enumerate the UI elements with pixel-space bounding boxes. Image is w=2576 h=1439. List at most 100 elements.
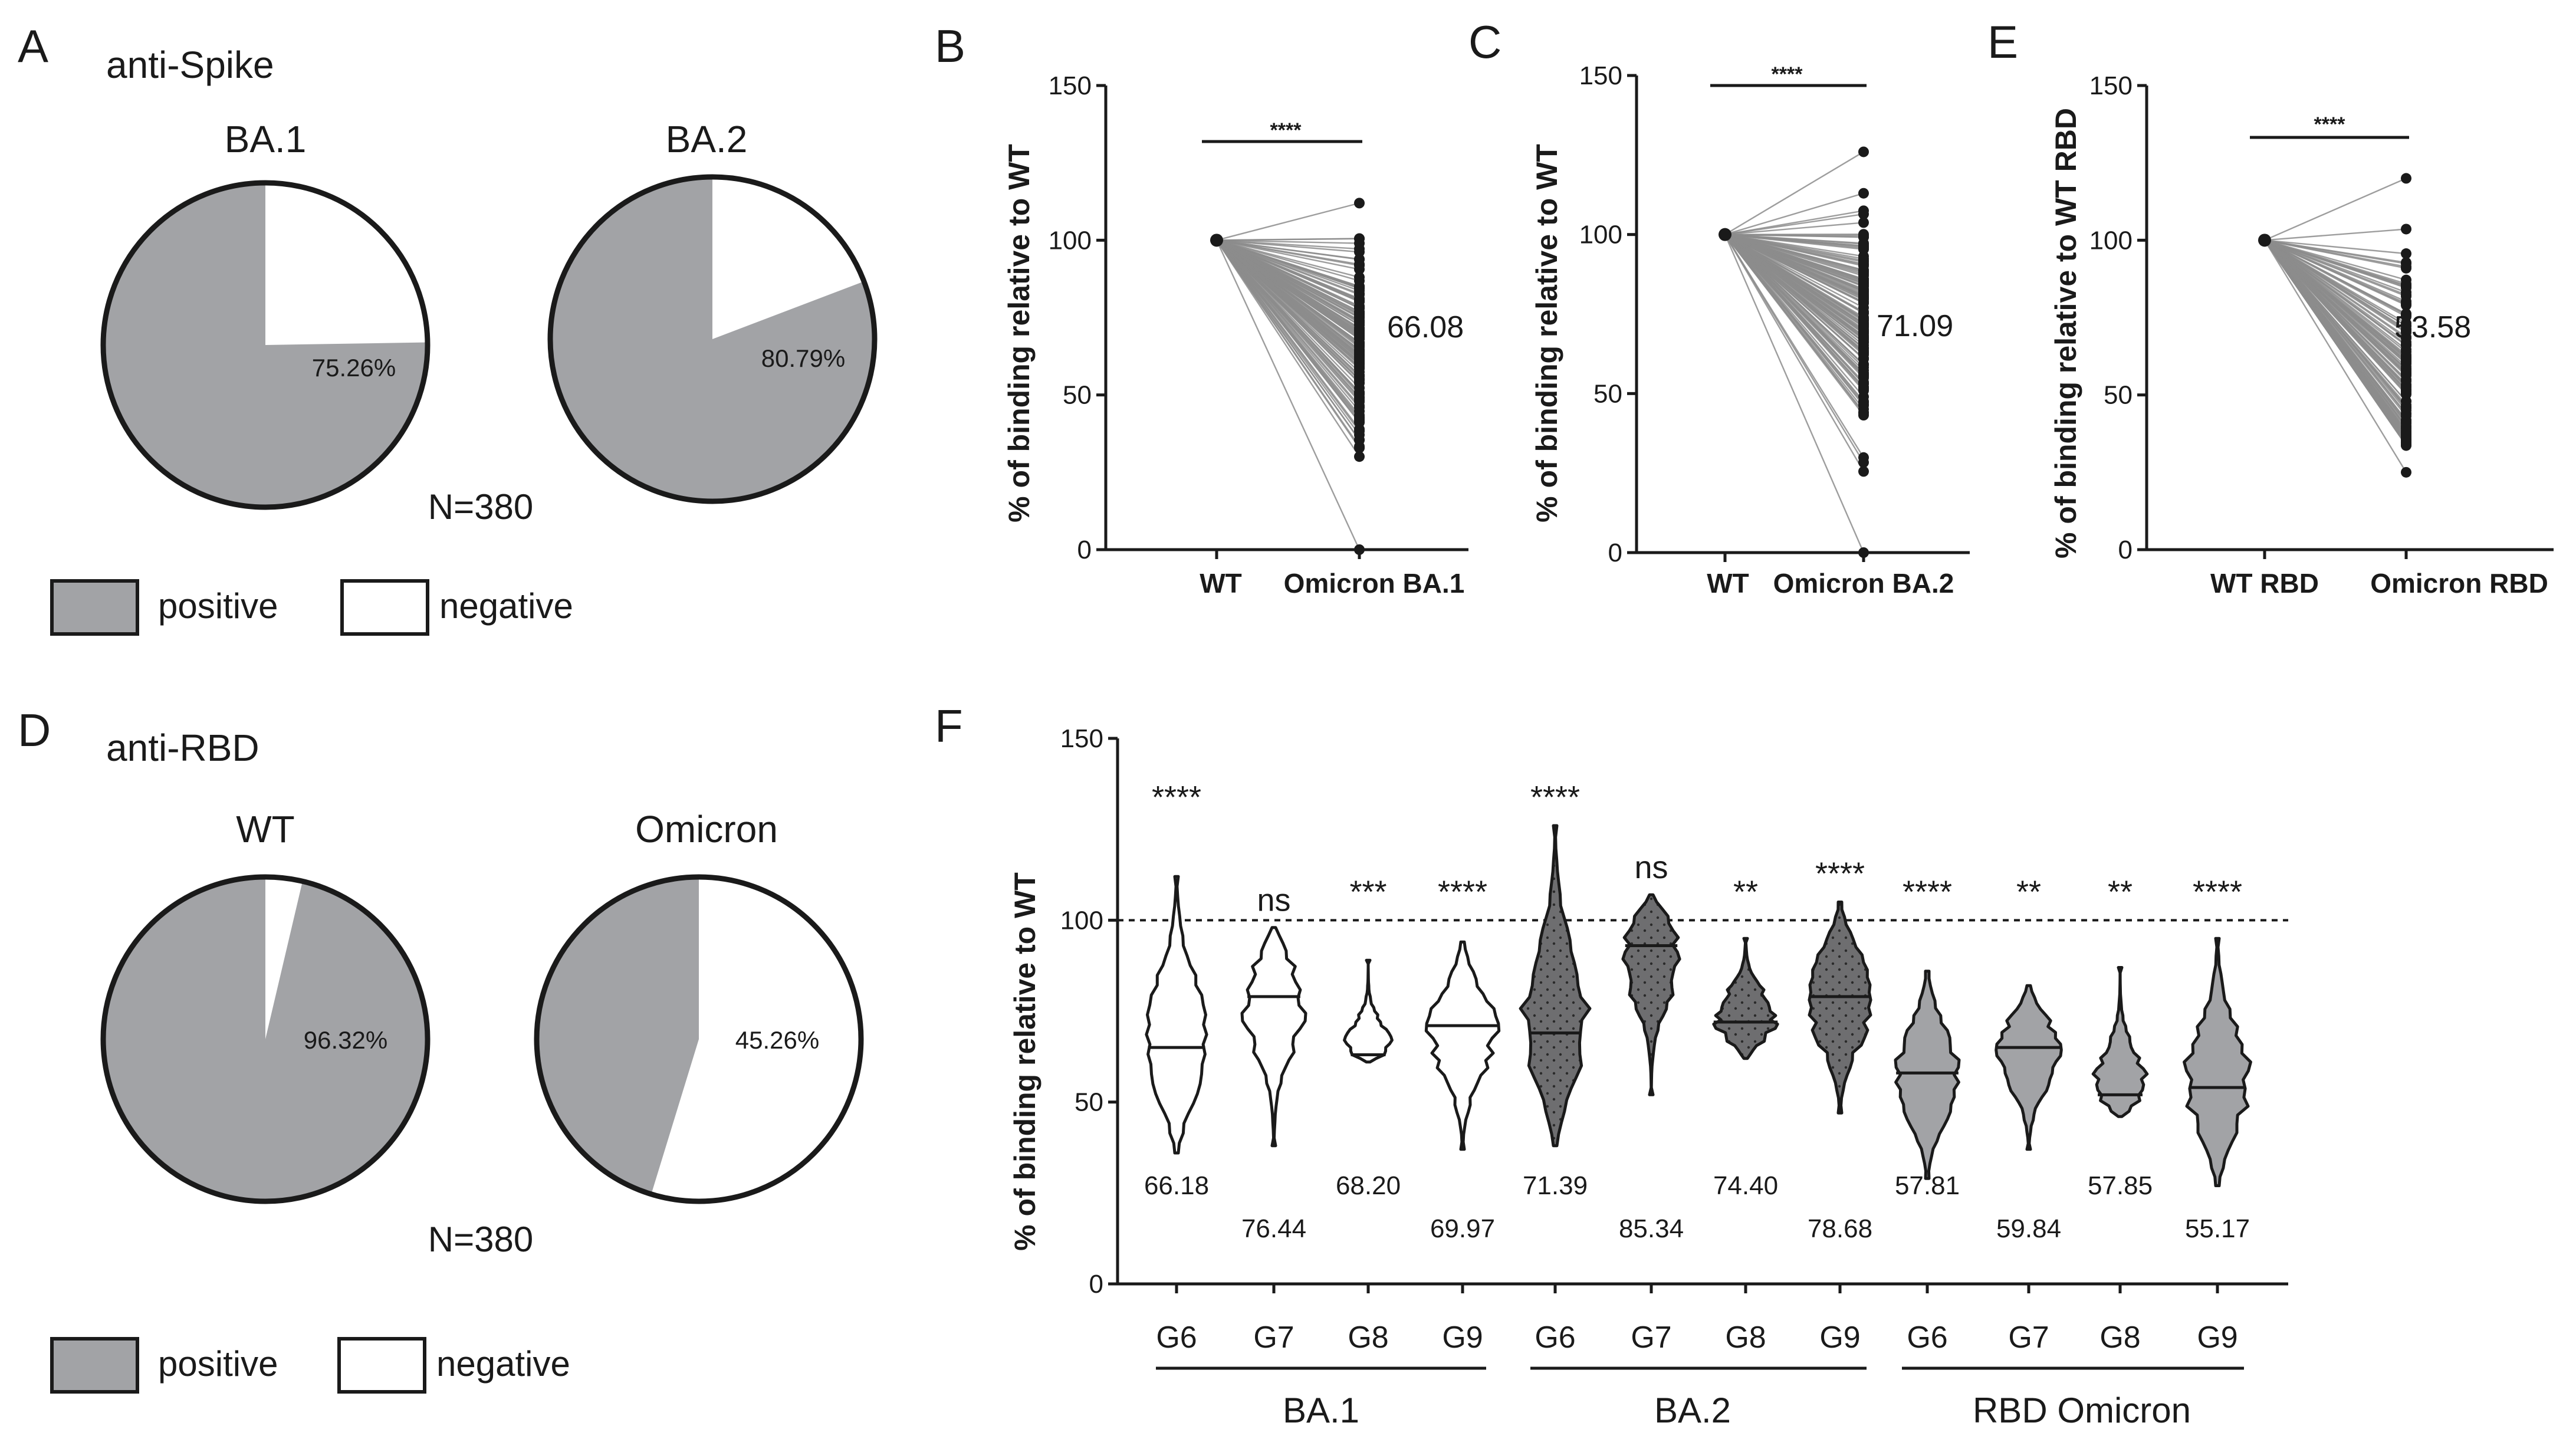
panel-b-pair-line: [1216, 239, 1360, 419]
pie-ba1-outline: [100, 180, 431, 510]
panel-c-x-category-wt: WT: [1707, 568, 1749, 599]
violin-mean-label: 57.81: [1895, 1171, 1960, 1200]
panel-c-omicron-point: [1858, 302, 1869, 313]
panel-e-y-tick-label: 150: [2089, 71, 2133, 100]
panel-c-pair-line: [1724, 192, 1864, 235]
violin-ba-2-g8: [1712, 937, 1779, 1060]
panel-e-y-tick-label: 0: [2118, 535, 2133, 564]
panel-c-omicron-point: [1858, 188, 1869, 199]
violin-rbd-omicron-g9: [2183, 937, 2252, 1187]
panel-e-pair-line: [2264, 239, 2407, 353]
panel-b-y-tick-label: 50: [1063, 381, 1092, 410]
panel-e-pair-line: [2264, 239, 2407, 303]
panel-c-wt-point: [1719, 228, 1731, 241]
violin-significance: ns: [1634, 850, 1668, 885]
panel-f-x-tick-label: G7: [2008, 1320, 2049, 1355]
panel-e-pair-line: [2264, 239, 2407, 409]
panel-e-y-axis-label: % of binding relative to WT RBD: [2049, 108, 2082, 558]
panel-f-x-tick-label: G7: [1631, 1320, 1671, 1355]
violin-significance: ***: [1349, 874, 1386, 909]
panel-b-omicron-point: [1354, 544, 1365, 555]
panel-e-pair-line: [2264, 239, 2407, 295]
panel-d-n-label: N=380: [428, 1220, 533, 1259]
legend-a-positive-label: positive: [158, 586, 278, 626]
pie-ba2-positive-slice: [550, 177, 875, 501]
pie-omicron-outline: [534, 874, 864, 1204]
pie-wt-positive-slice: [103, 877, 428, 1201]
panel-e-omicron-point: [2401, 224, 2411, 235]
panel-f-x-tick-label: G7: [1253, 1320, 1294, 1355]
violin-rbd-omicron-g6: [1894, 970, 1961, 1180]
panel-b-pair-line: [1216, 239, 1360, 389]
panel-b-pair-line: [1216, 239, 1360, 370]
violin-significance: ****: [1815, 856, 1865, 892]
panel-e-pair-line: [2264, 239, 2407, 364]
panel-e-pair-line: [2264, 239, 2407, 443]
panel-c-pair-line: [1724, 234, 1864, 385]
panel-e-pair-line: [2264, 239, 2407, 287]
panel-b-omicron-point: [1354, 434, 1365, 445]
panel-c-y-axis-label: % of binding relative to WT: [1530, 144, 1563, 523]
violin-mean-label: 55.17: [2185, 1214, 2250, 1243]
violin-significance: ****: [1438, 874, 1487, 909]
panel-b-x-category-wt: WT: [1200, 568, 1242, 599]
panel-b-pair-line: [1216, 239, 1360, 377]
panel-c-pair-line: [1724, 234, 1864, 352]
panel-b-pair-line: [1215, 239, 1361, 550]
pie-omicron-positive-slice: [536, 876, 699, 1194]
legend-d-positive-swatch: [50, 1337, 139, 1394]
panel-c-omicron-point: [1858, 397, 1869, 408]
panel-a-letter: A: [18, 20, 48, 72]
panel-b-significance: ****: [1270, 119, 1302, 142]
panel-b-pair-line: [1216, 239, 1360, 323]
pie-ba2-percent: 80.79%: [761, 344, 845, 372]
violin-ba-1-g7: [1240, 926, 1307, 1148]
panel-c-letter: C: [1468, 16, 1501, 68]
panel-e-plot: 0 50 100 150: [2089, 71, 2554, 564]
violin-rbd-omicron-g7: [1995, 984, 2063, 1151]
panel-b-y-tick-label: 100: [1049, 226, 1092, 255]
pie-ba2-title: BA.2: [666, 118, 748, 160]
panel-b-pair-line: [1216, 239, 1360, 308]
violin-significance: **: [2108, 874, 2133, 909]
panel-c-omicron-point: [1858, 362, 1869, 373]
panel-c-pair-line: [1724, 234, 1864, 318]
panel-a: A anti-Spike BA.1 BA.2 75.26% 80.79% N=3…: [18, 20, 878, 636]
panel-c-omicron-point: [1858, 230, 1869, 241]
panel-c-pair-line: [1724, 234, 1864, 339]
panel-e-pair-line: [2264, 239, 2407, 281]
panel-f-plot: 050100150****66.18G6ns76.44G7***68.20G8*…: [1060, 724, 2288, 1370]
panel-b-pair-line: [1216, 239, 1360, 395]
panel-c-pair-line: [1724, 234, 1865, 553]
panel-f-x-tick-label: G6: [1535, 1320, 1575, 1355]
panel-f-x-tick-label: G9: [1819, 1320, 1860, 1355]
panel-c-y-tick-label: 150: [1579, 61, 1622, 90]
panel-c-omicron-point: [1858, 332, 1869, 343]
panel-e-omicron-point: [2401, 466, 2411, 478]
panel-c-pair-line: [1724, 234, 1864, 274]
legend-d-negative-swatch: [337, 1337, 426, 1394]
pie-wt: [100, 874, 431, 1204]
panel-b-letter: B: [935, 20, 965, 72]
panel-b-pair-line: [1216, 239, 1360, 265]
violin-rbd-omicron-g8: [2091, 966, 2149, 1118]
panel-f-y-tick-label: 150: [1060, 724, 1103, 753]
panel-c-omicron-point: [1858, 217, 1869, 228]
panel-b-omicron-point: [1354, 281, 1365, 292]
panel-e-omicron-point: [2401, 437, 2411, 448]
legend-d-positive-label: positive: [158, 1344, 278, 1384]
panel-e-omicron-point: [2401, 296, 2411, 307]
panel-c-y-tick-label: 0: [1608, 538, 1622, 567]
panel-b-omicron-point: [1354, 198, 1365, 209]
panel-a-n-label: N=380: [428, 487, 533, 527]
panel-c-pair-line: [1724, 222, 1864, 235]
panel-e-x-category-omicron: Omicron RBD: [2370, 568, 2548, 599]
panel-b-omicron-point: [1354, 451, 1365, 462]
panel-c-omicron-point: [1858, 267, 1869, 278]
pie-omicron: [534, 874, 864, 1204]
panel-c-omicron-point: [1858, 205, 1869, 216]
panel-e-x-category-wt: WT RBD: [2210, 568, 2319, 599]
panel-d-letter: D: [18, 704, 51, 756]
panel-e-omicron-point: [2401, 403, 2411, 414]
panel-e-pair-line: [2264, 239, 2407, 338]
